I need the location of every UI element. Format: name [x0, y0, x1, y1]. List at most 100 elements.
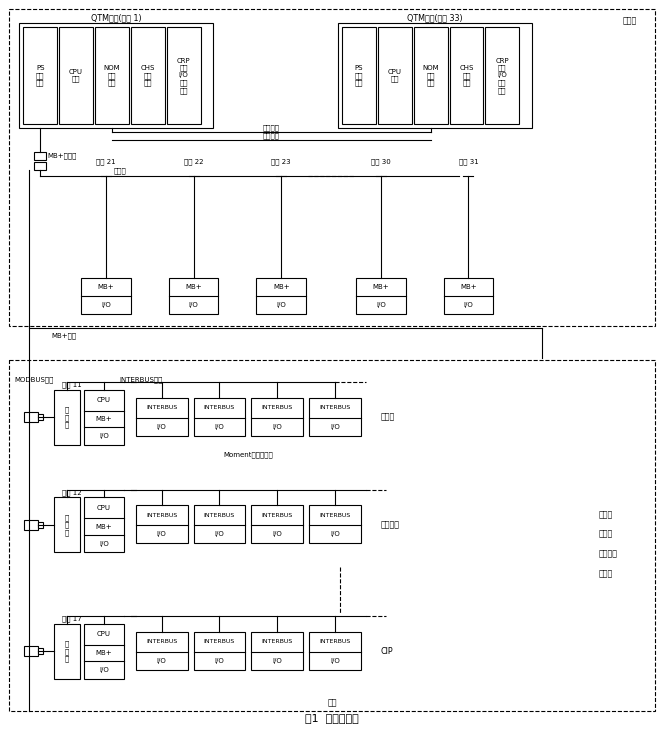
Text: I/O: I/O — [157, 424, 167, 429]
Text: INTERBUS: INTERBUS — [319, 639, 351, 644]
Text: 杀菌机: 杀菌机 — [599, 569, 613, 579]
Bar — [256, 278, 306, 314]
Bar — [252, 632, 303, 670]
Text: I/O: I/O — [214, 658, 224, 663]
Text: CPU
模块: CPU 模块 — [69, 69, 83, 82]
Text: PS
电源
模块: PS 电源 模块 — [36, 65, 44, 86]
Text: MB+: MB+ — [98, 284, 114, 290]
Text: 输箱系统: 输箱系统 — [380, 521, 400, 529]
Text: I/O: I/O — [330, 424, 340, 429]
Bar — [84, 624, 124, 679]
Text: 输瓶系统: 输瓶系统 — [599, 550, 618, 558]
Text: 站号 21: 站号 21 — [96, 158, 116, 165]
Text: MB+: MB+ — [273, 284, 290, 290]
Text: I/O: I/O — [101, 303, 111, 308]
Bar — [23, 27, 57, 124]
Text: I/O: I/O — [99, 667, 109, 673]
Text: INTERBUS: INTERBUS — [204, 512, 235, 518]
Text: I/O: I/O — [463, 303, 473, 308]
Text: MB+: MB+ — [96, 523, 112, 529]
Text: NOM
通讯
模块: NOM 通讯 模块 — [104, 65, 120, 86]
Bar — [136, 505, 188, 543]
Text: 光纤电缆: 光纤电缆 — [263, 125, 280, 131]
Bar — [167, 27, 201, 124]
Text: MB+总线: MB+总线 — [51, 333, 76, 340]
Text: 双绞线: 双绞线 — [114, 168, 126, 174]
Text: 触
摸
屏: 触 摸 屏 — [65, 514, 69, 536]
Text: MB+: MB+ — [373, 284, 389, 290]
Text: 图1  系统结构图: 图1 系统结构图 — [305, 713, 359, 722]
Text: Moment分布式模块: Moment分布式模块 — [224, 451, 273, 458]
Bar — [9, 9, 655, 326]
Text: I/O: I/O — [272, 424, 282, 429]
Text: I/O: I/O — [214, 531, 224, 537]
Bar — [414, 27, 448, 124]
Text: MB+: MB+ — [96, 416, 112, 422]
Text: CRP
远程
I/O
处理
模块: CRP 远程 I/O 处理 模块 — [495, 58, 509, 93]
Text: I/O: I/O — [157, 531, 167, 537]
Text: 触
摸
屏: 触 摸 屏 — [65, 641, 69, 663]
Text: MODBUS总线: MODBUS总线 — [15, 377, 54, 383]
Bar — [169, 278, 218, 314]
Bar — [342, 27, 376, 124]
Bar — [54, 624, 80, 679]
Text: 触
摸
屏: 触 摸 屏 — [65, 406, 69, 428]
Bar — [35, 162, 46, 170]
Bar — [39, 648, 43, 655]
Text: 现场: 现场 — [327, 698, 337, 707]
Bar — [450, 27, 483, 124]
Text: I/O: I/O — [330, 658, 340, 663]
Text: NOM
通讯
模块: NOM 通讯 模块 — [422, 65, 439, 86]
Text: INTERBUS: INTERBUS — [146, 639, 177, 644]
Text: I/O: I/O — [272, 658, 282, 663]
Text: INTERBUS: INTERBUS — [204, 639, 235, 644]
Bar — [25, 647, 39, 656]
Text: I/O: I/O — [330, 531, 340, 537]
Bar — [356, 278, 406, 314]
Text: I/O: I/O — [276, 303, 286, 308]
Bar — [194, 632, 246, 670]
Text: I/O: I/O — [376, 303, 386, 308]
Text: MB+分支器: MB+分支器 — [47, 152, 76, 159]
Bar — [25, 520, 39, 530]
Text: INTERBUS: INTERBUS — [146, 405, 177, 410]
Text: I/O: I/O — [99, 433, 109, 439]
Text: INTERBUS: INTERBUS — [262, 639, 293, 644]
Text: 站号 17: 站号 17 — [62, 616, 82, 623]
Text: 站号 22: 站号 22 — [184, 158, 203, 165]
Bar — [84, 497, 124, 553]
Bar — [95, 27, 129, 124]
Text: I/O: I/O — [189, 303, 199, 308]
Bar — [25, 413, 39, 422]
Text: QTM备机(站号 33): QTM备机(站号 33) — [407, 14, 463, 23]
Text: 站号 31: 站号 31 — [459, 158, 478, 165]
Text: CIP: CIP — [380, 647, 394, 656]
Bar — [444, 278, 493, 314]
Text: INTERBUS: INTERBUS — [319, 512, 351, 518]
Text: 卸箱机: 卸箱机 — [380, 413, 395, 422]
Text: MB+: MB+ — [96, 650, 112, 656]
Text: 装箱机: 装箱机 — [599, 510, 613, 519]
Bar — [39, 522, 43, 528]
Text: 洗瓶机: 洗瓶机 — [599, 530, 613, 539]
Text: MB+: MB+ — [185, 284, 202, 290]
Text: CPU: CPU — [97, 505, 111, 511]
Bar — [485, 27, 519, 124]
Text: I/O: I/O — [272, 531, 282, 537]
Bar — [338, 23, 532, 128]
Bar — [252, 398, 303, 436]
Bar — [194, 505, 246, 543]
Text: INTERBUS: INTERBUS — [262, 405, 293, 410]
Bar — [81, 278, 131, 314]
Bar — [309, 505, 361, 543]
Text: 站号 23: 站号 23 — [272, 158, 291, 165]
Text: 站号 12: 站号 12 — [62, 489, 82, 496]
Bar — [39, 414, 43, 421]
Text: CPU
模块: CPU 模块 — [388, 69, 402, 82]
Bar — [54, 390, 80, 445]
Text: INTERBUS: INTERBUS — [319, 405, 351, 410]
Bar — [59, 27, 93, 124]
Text: 同轴电缆: 同轴电缆 — [263, 133, 280, 139]
Bar — [309, 632, 361, 670]
Bar — [136, 632, 188, 670]
